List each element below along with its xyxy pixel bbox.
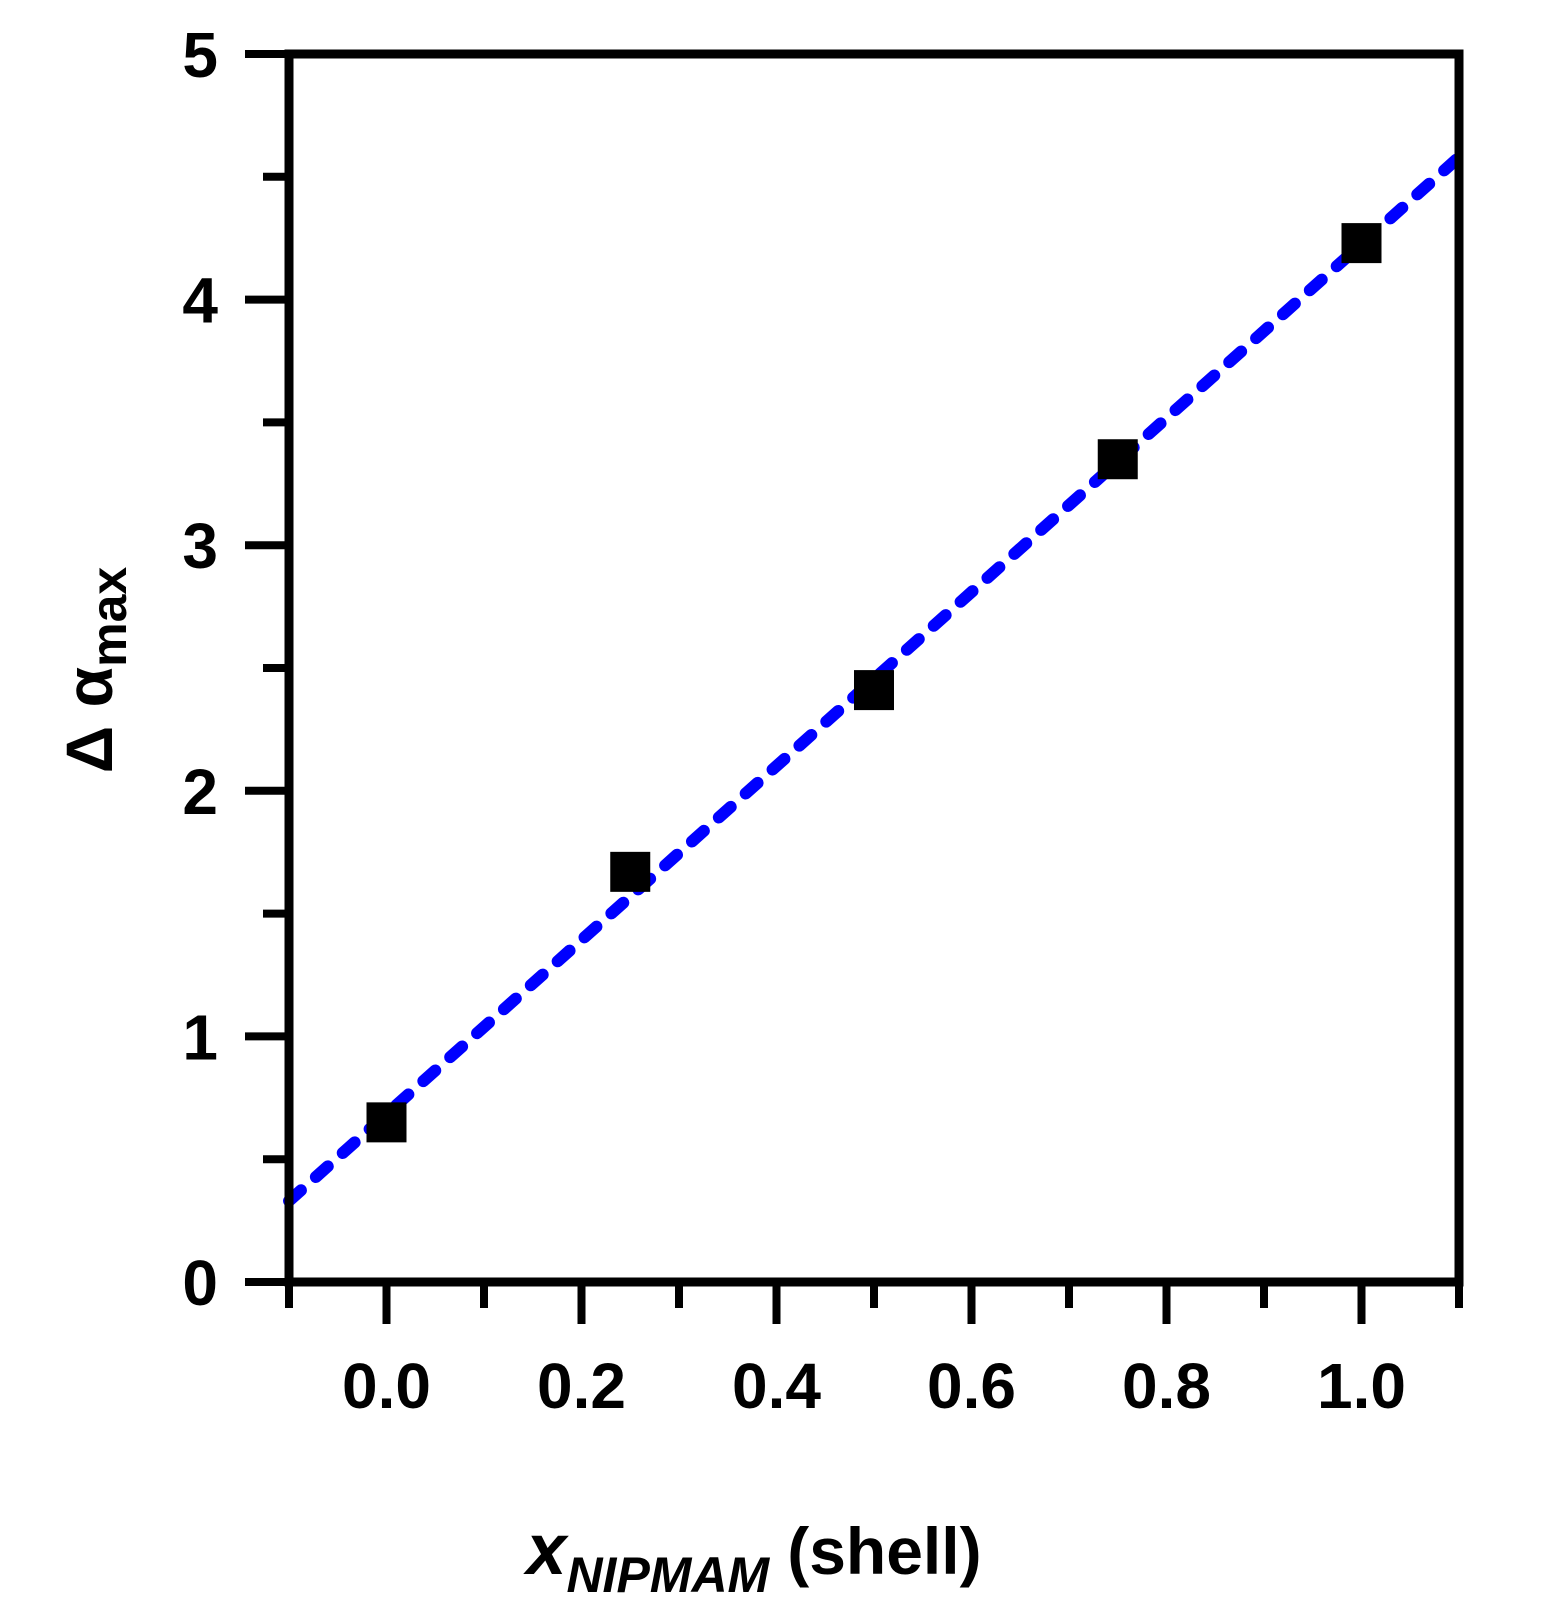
data-point-marker xyxy=(366,1102,407,1143)
y-tick-label: 0 xyxy=(182,1247,218,1319)
fit-line-layer xyxy=(283,151,1465,1207)
y-axis-title: Δ αmax xyxy=(52,567,137,774)
x-axis-title-sub: NIPMAM xyxy=(566,1547,770,1603)
y-tick-label: 1 xyxy=(182,1001,218,1073)
fit-line xyxy=(283,151,1465,1207)
data-points-layer xyxy=(366,223,1382,1143)
y-tick-label: 2 xyxy=(182,756,218,828)
data-point-marker xyxy=(1097,439,1138,480)
y-tick-label: 4 xyxy=(182,265,218,337)
x-tick-label: 0.2 xyxy=(537,1350,626,1422)
x-axis-title-suffix: (shell) xyxy=(787,1514,981,1588)
x-tick-labels: 0.0 0.2 0.4 0.6 0.8 1.0 xyxy=(342,1350,1406,1422)
x-tick-label: 0.0 xyxy=(342,1350,431,1422)
plot-frame xyxy=(284,49,1464,1287)
x-axis-title-main: x xyxy=(522,1510,569,1590)
x-axis-title: xNIPMAM (shell) xyxy=(522,1510,981,1603)
x-tick-label: 0.4 xyxy=(732,1350,821,1422)
y-axis-title-sub: max xyxy=(81,567,137,667)
x-tick-label: 1.0 xyxy=(1317,1350,1406,1422)
x-tick-label: 0.6 xyxy=(927,1350,1016,1422)
y-tick-label: 5 xyxy=(182,19,218,91)
x-tick-label: 0.8 xyxy=(1122,1350,1211,1422)
data-point-marker xyxy=(854,670,894,711)
data-point-marker xyxy=(1341,223,1382,264)
y-tick-label: 3 xyxy=(182,510,218,582)
y-axis-title-main: Δ α xyxy=(52,667,126,773)
axis-ticks xyxy=(245,50,1463,1324)
data-point-marker xyxy=(610,851,651,892)
y-tick-labels: 0 1 2 3 4 5 xyxy=(182,19,218,1319)
